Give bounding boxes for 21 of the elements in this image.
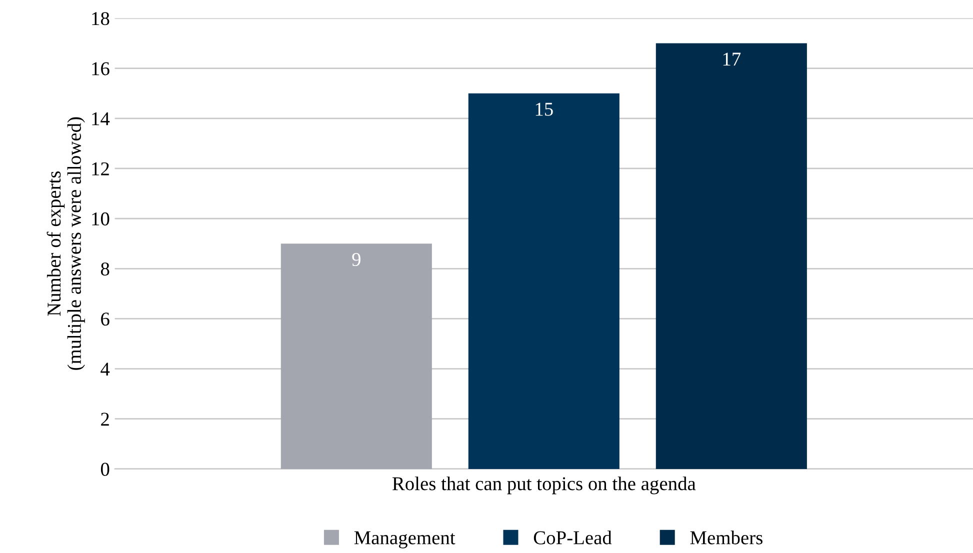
data-label: 9 xyxy=(352,252,360,266)
bar xyxy=(656,43,807,469)
y-tick-label: 12 xyxy=(92,162,109,176)
bar xyxy=(280,244,432,469)
y-tick-label: 10 xyxy=(92,212,110,226)
legend-label: Members xyxy=(690,530,762,544)
x-axis-title: Roles that can put topics on the agenda xyxy=(392,476,696,494)
y-tick-label: 8 xyxy=(100,262,110,276)
y-tick-label: 0 xyxy=(100,462,110,476)
data-label: 17 xyxy=(723,52,741,66)
y-tick-label: 2 xyxy=(101,412,109,426)
y-axis-title: Number of experts (multiple answers were allowed) xyxy=(46,117,85,370)
y-tick-label: 16 xyxy=(92,62,110,76)
data-label: 15 xyxy=(536,102,553,116)
legend-label: Management xyxy=(354,531,456,548)
y-tick-label: 4 xyxy=(100,362,110,376)
y-tick-label: 18 xyxy=(92,12,110,26)
legend-label: CoP-Lead xyxy=(534,530,612,544)
bar xyxy=(468,93,620,469)
y-tick-label: 6 xyxy=(101,312,110,326)
y-tick-label: 14 xyxy=(92,112,110,126)
